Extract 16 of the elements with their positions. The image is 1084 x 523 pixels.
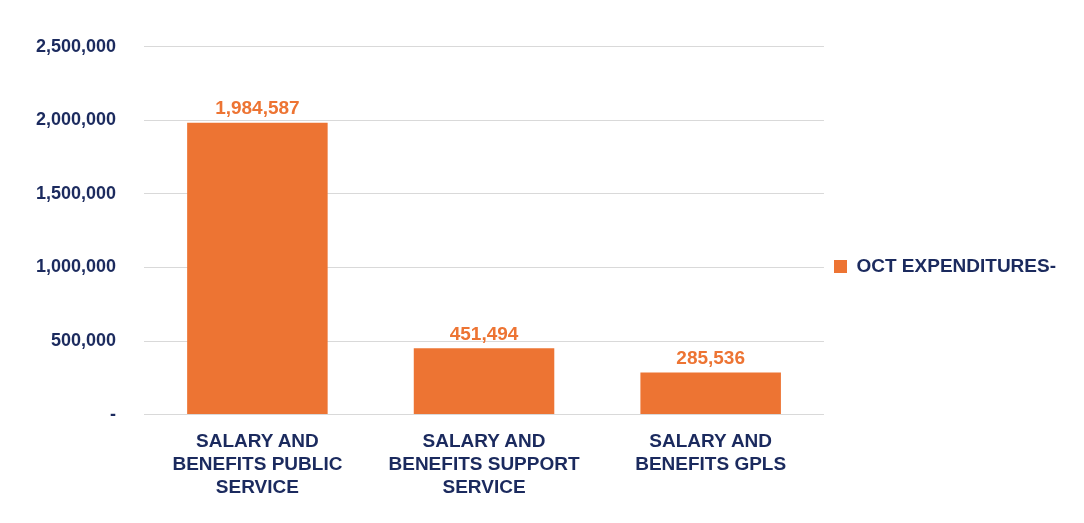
y-tick-label: 2,000,000 (36, 109, 117, 130)
x-tick-label: SALARY AND BENEFITS PUBLIC SERVICE (172, 430, 343, 497)
data-label: 451,494 (449, 322, 519, 344)
legend-label: OCT EXPENDITURES- (856, 254, 1057, 276)
bar (413, 348, 555, 415)
y-tick-label: 500,000 (51, 330, 117, 351)
y-tick-label: 1,500,000 (36, 182, 117, 203)
x-tick-label: SALARY AND BENEFITS SUPPORT SERVICE (388, 430, 580, 497)
data-label: 285,536 (676, 347, 746, 369)
y-tick-label: 1,000,000 (36, 256, 117, 277)
data-label: 1,984,587 (215, 97, 300, 119)
bar (187, 122, 328, 415)
y-tick-label: - (110, 403, 117, 424)
y-tick-label: 2,500,000 (36, 35, 117, 56)
bar (640, 372, 781, 415)
x-tick-label: SALARY AND BENEFITS GPLS (635, 430, 787, 475)
